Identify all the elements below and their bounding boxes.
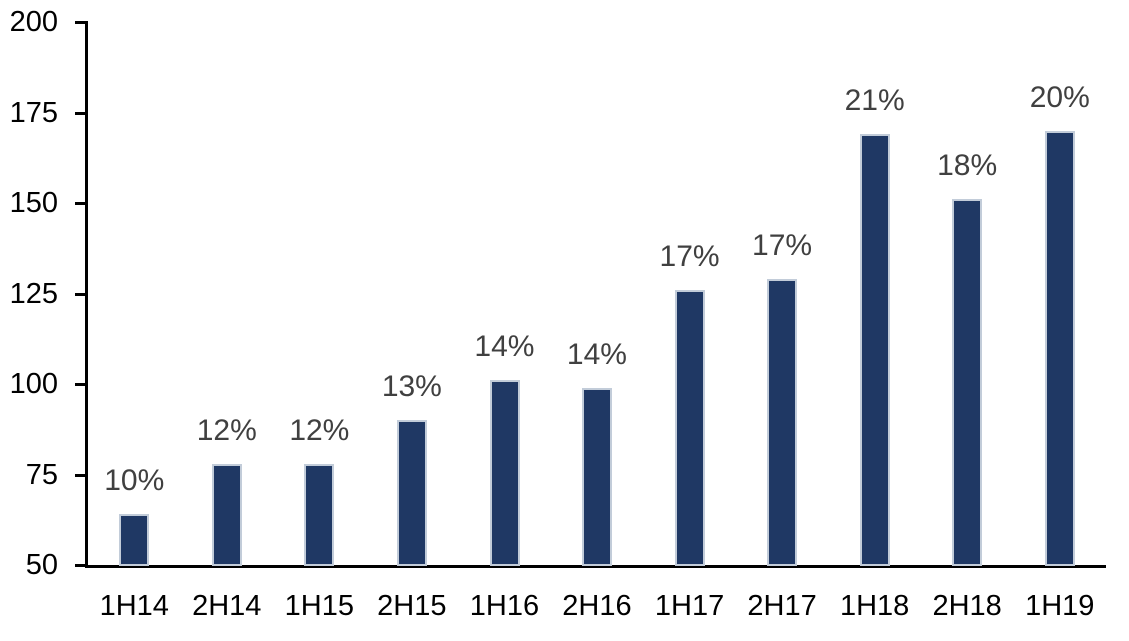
x-tick-label-1h18: 1H18	[839, 590, 910, 622]
bar-1h15	[304, 463, 335, 566]
x-tick-label-1h15: 1H15	[284, 590, 354, 622]
bar-data-label: 12%	[196, 413, 257, 447]
y-tick-mark	[75, 292, 88, 296]
bar-2h17	[767, 279, 798, 566]
x-tick-label-1h17: 1H17	[654, 590, 725, 622]
bar-data-label: 18%	[937, 149, 998, 183]
y-tick-mark	[75, 383, 88, 386]
x-tick-label-1h19: 1H19	[1025, 590, 1095, 622]
bar-2h18	[952, 199, 983, 566]
y-tick-mark	[75, 564, 88, 567]
y-tick-mark	[75, 473, 88, 477]
bar-2h16	[582, 387, 612, 566]
bar-1h16	[489, 380, 520, 566]
y-tick-label: 75	[25, 458, 58, 491]
bar-data-label: 12%	[289, 413, 350, 447]
y-tick-label: 175	[9, 96, 58, 129]
bar-1h19	[1044, 130, 1075, 566]
x-tick-label-2h16: 2H16	[562, 590, 632, 622]
y-tick-label: 50	[25, 549, 58, 581]
x-tick-label-2h14: 2H14	[192, 590, 262, 622]
y-tick-label: 150	[9, 187, 58, 219]
bar-data-label: 14%	[474, 330, 535, 364]
x-axis-line	[85, 565, 1106, 568]
x-tick-label-2h15: 2H15	[377, 590, 447, 622]
bar-data-label: 17%	[752, 229, 813, 262]
y-tick-label: 125	[9, 277, 58, 310]
x-tick-label-1h14: 1H14	[99, 590, 169, 622]
bar-data-label: 21%	[844, 84, 905, 118]
x-tick-label-1h16: 1H16	[469, 590, 540, 622]
bar-1h17	[674, 289, 705, 566]
bar-1h18	[859, 134, 890, 566]
x-tick-label-2h18: 2H18	[932, 590, 1002, 622]
y-tick-mark	[75, 21, 88, 24]
y-tick-label: 100	[9, 368, 58, 400]
bar-data-label: 20%	[1029, 80, 1090, 114]
y-tick-mark	[75, 202, 88, 205]
bar-2h15	[396, 420, 427, 566]
x-tick-label-2h17: 2H17	[747, 590, 817, 622]
bar-data-label: 17%	[659, 239, 720, 273]
y-tick-label: 200	[9, 6, 58, 38]
bar-data-label: 13%	[381, 370, 442, 404]
bar-data-label: 10%	[104, 464, 165, 498]
bar-1h14	[119, 514, 150, 566]
bar-data-label: 14%	[566, 337, 627, 371]
bar-2h14	[211, 463, 242, 566]
y-tick-mark	[75, 111, 88, 115]
